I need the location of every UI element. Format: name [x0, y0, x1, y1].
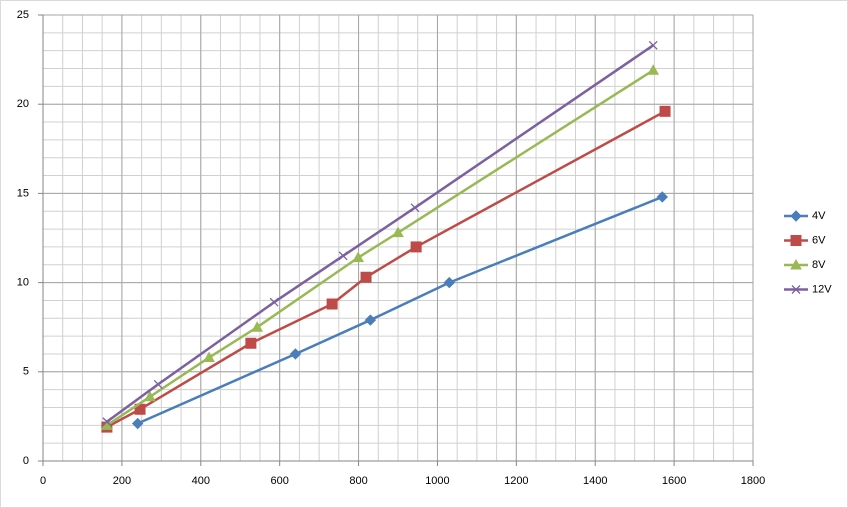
point: [647, 64, 660, 75]
legend-label: 8V: [812, 259, 826, 271]
point: [144, 390, 156, 402]
x-tick-label: 1200: [504, 475, 528, 487]
point: [410, 241, 422, 253]
point: [410, 203, 420, 213]
point: [659, 105, 671, 117]
y-tick-label: 5: [23, 366, 29, 378]
x-tick-label: 200: [113, 475, 131, 487]
x-tick-label: 0: [40, 475, 46, 487]
point: [269, 297, 279, 307]
x-tick-label: 600: [270, 475, 288, 487]
x-tick-label: 1600: [662, 475, 686, 487]
point: [352, 251, 365, 263]
legend-marker: [790, 258, 802, 270]
x-tick-label: 1400: [583, 475, 607, 487]
point: [245, 337, 257, 349]
x-tick-label: 1800: [741, 475, 765, 487]
series-line: [106, 44, 654, 423]
legend-marker: [790, 235, 802, 246]
y-tick-label: 0: [23, 455, 29, 467]
y-tick-label: 10: [17, 277, 29, 289]
x-tick-label: 1000: [425, 475, 449, 487]
legend-marker: [791, 285, 801, 294]
point: [326, 298, 338, 310]
point: [656, 191, 668, 203]
y-tick-label: 25: [17, 9, 29, 21]
point: [364, 314, 377, 326]
legend-label: 4V: [812, 210, 826, 222]
x-tick-label: 400: [192, 475, 210, 487]
point: [443, 276, 455, 289]
point: [648, 40, 658, 50]
y-tick-label: 20: [17, 98, 29, 110]
point: [203, 351, 215, 363]
y-tick-label: 15: [17, 187, 29, 199]
legend-label: 6V: [812, 234, 826, 246]
point: [392, 226, 404, 238]
point: [289, 348, 302, 360]
point: [153, 379, 163, 389]
point: [338, 251, 348, 261]
point: [131, 417, 144, 430]
point: [251, 321, 264, 332]
point: [360, 271, 372, 283]
x-tick-label: 800: [349, 475, 367, 487]
legend-marker: [790, 210, 802, 222]
point: [102, 417, 112, 427]
legend-label: 12V: [812, 283, 832, 295]
